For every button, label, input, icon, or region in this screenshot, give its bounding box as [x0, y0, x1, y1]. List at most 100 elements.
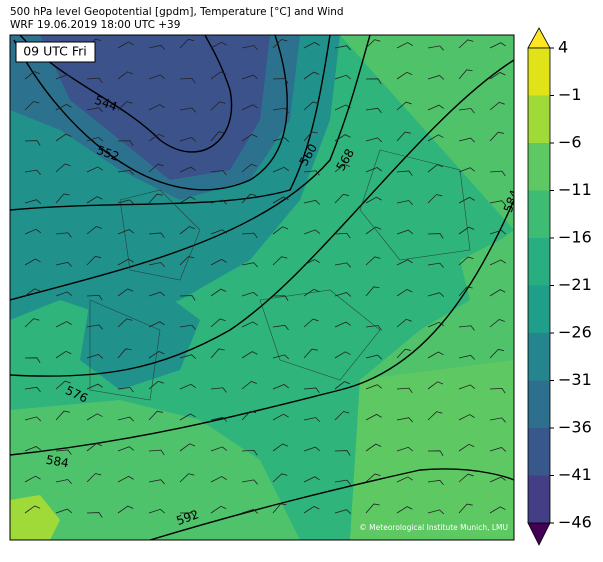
wind-barb: [24, 288, 41, 297]
wind-barb: [427, 194, 443, 204]
wind-barb: [396, 200, 414, 206]
colorbar-band: [528, 48, 550, 96]
wind-barb: [86, 512, 103, 518]
contour-line: [10, 199, 514, 456]
wind-barb: [365, 443, 382, 452]
wind-barb: [334, 45, 351, 51]
wind-barb: [55, 380, 71, 390]
wind-barb: [489, 131, 504, 142]
wind-barb: [86, 225, 102, 235]
wind-barb: [86, 324, 103, 330]
wind-barb: [179, 354, 197, 359]
wind-barb: [365, 325, 382, 331]
wind-barb: [303, 199, 321, 205]
wind-barb: [272, 324, 289, 331]
wind-barb: [303, 348, 318, 359]
wind-barb: [303, 131, 318, 142]
wind-barb: [210, 387, 227, 393]
wind-barb: [489, 318, 505, 328]
wind-barb: [334, 232, 351, 239]
wind-barb: [117, 71, 134, 80]
wind-barb: [334, 163, 350, 173]
wind-barb: [458, 226, 475, 235]
wind-barb: [210, 476, 227, 483]
temperature-field: [350, 360, 514, 540]
wind-barb: [489, 387, 506, 394]
wind-barb: [117, 416, 135, 422]
wind-barb: [427, 509, 445, 515]
wind-barb: [210, 318, 226, 328]
wind-barb: [458, 443, 475, 452]
contour-line: [149, 468, 514, 540]
wind-barb: [210, 131, 225, 142]
wind-barb: [303, 71, 320, 80]
wind-barb: [489, 289, 506, 297]
wind-barb: [55, 449, 72, 455]
wind-barb: [427, 450, 444, 456]
wind-barb: [117, 41, 134, 49]
wind-barb: [427, 411, 443, 421]
wind-barb: [365, 137, 383, 143]
wind-barb: [396, 318, 412, 328]
wind-barb: [117, 229, 135, 235]
wind-barb: [303, 446, 321, 452]
wind-barb: [303, 229, 321, 235]
wind-barb: [303, 387, 320, 393]
wind-barb: [117, 446, 135, 452]
wind-barb: [365, 503, 380, 514]
wind-barb: [55, 232, 72, 238]
wind-barb: [334, 351, 351, 359]
wind-barb: [365, 39, 381, 49]
wind-barb: [55, 261, 73, 267]
colorbar-tick-label: −26: [558, 323, 592, 342]
wind-barb: [396, 289, 413, 297]
colorbar-extend: [527, 27, 551, 49]
wind-barb: [148, 410, 163, 421]
wind-barb: [241, 291, 259, 297]
wind-barb: [55, 321, 72, 328]
colorbar-tick-label: −11: [558, 180, 592, 199]
wind-barb: [210, 101, 226, 111]
wind-barb: [179, 137, 197, 142]
colorbar-band: [528, 333, 550, 381]
wind-barb: [489, 417, 506, 423]
wind-barb: [210, 416, 228, 422]
map: 544 552 560 568 576 584 584 592 © Meteor…: [10, 35, 514, 540]
wind-barb: [241, 321, 258, 328]
wind-barb: [396, 42, 413, 49]
wind-barb: [241, 509, 259, 514]
temperature-field: [80, 290, 200, 390]
wind-barb: [272, 39, 288, 49]
title-line: WRF 19.06.2019 18:00 UTC +39: [10, 19, 180, 31]
wind-barb: [334, 74, 352, 80]
wind-barb: [117, 258, 134, 266]
wind-barb: [55, 508, 73, 514]
wind-barb: [396, 506, 413, 514]
wind-barb: [210, 41, 227, 49]
wind-barb: [489, 200, 506, 206]
wind-barb: [334, 509, 352, 514]
colorbar-tick-label: 4: [558, 38, 568, 57]
wind-barb: [427, 479, 444, 486]
colorbar-band: [528, 475, 550, 523]
wind-barb: [489, 506, 506, 514]
wind-barb: [117, 387, 134, 393]
wind-barb: [210, 199, 228, 205]
wind-barb: [396, 131, 411, 142]
wind-barb: [148, 74, 166, 80]
wind-barb: [241, 351, 258, 359]
wind-barb: [458, 69, 473, 80]
wind-barb: [427, 351, 444, 359]
wind-barb: [396, 229, 414, 235]
wind-barb: [24, 357, 41, 363]
wind-barb: [179, 512, 196, 518]
wind-barb: [117, 101, 133, 111]
wind-barb: [303, 417, 321, 423]
wind-barb: [55, 103, 72, 111]
temperature-field: [10, 495, 60, 540]
wind-barb: [241, 410, 257, 421]
wind-barb: [179, 77, 196, 84]
wind-barb: [210, 258, 227, 266]
temperature-field: [10, 400, 300, 540]
wind-barb: [365, 256, 381, 266]
